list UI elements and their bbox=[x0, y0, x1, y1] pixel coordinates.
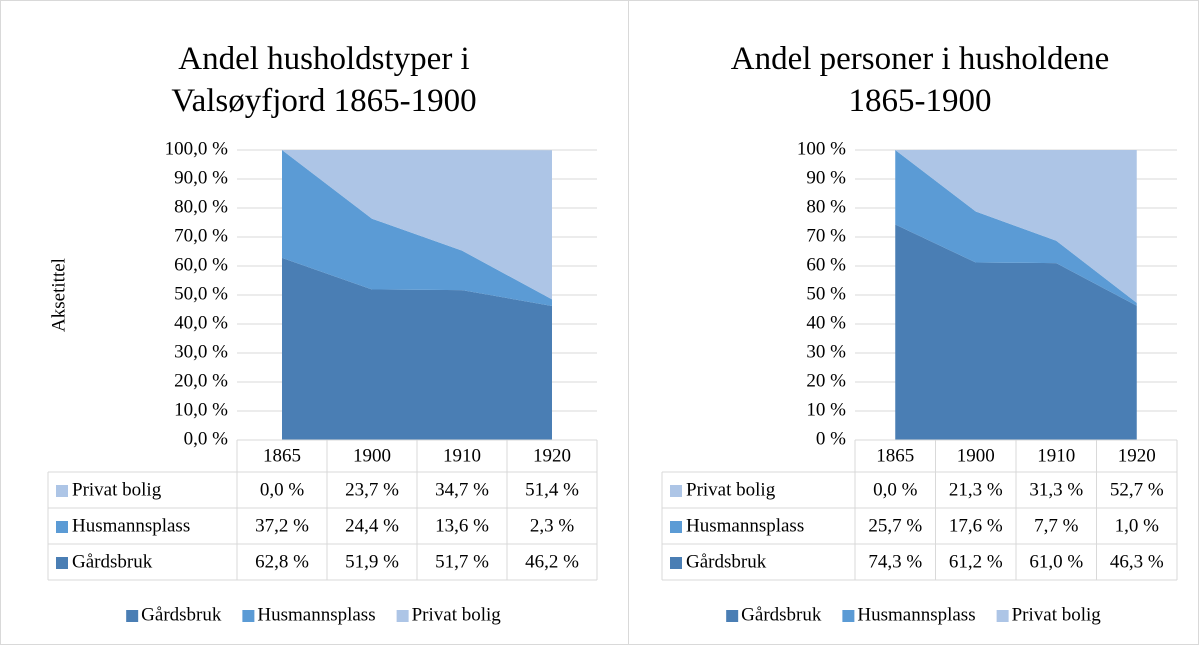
y-tick-label: 20 % bbox=[806, 370, 846, 391]
y-tick-label: 70,0 % bbox=[174, 225, 228, 246]
table-value: 61,2 % bbox=[949, 551, 1003, 572]
table-row-label: Husmannsplass bbox=[686, 515, 804, 536]
table-value: 23,7 % bbox=[345, 479, 399, 500]
x-tick-label: 1910 bbox=[443, 445, 481, 466]
legend-label: Husmannsplass bbox=[257, 604, 375, 625]
area bbox=[282, 150, 552, 300]
table-value: 21,3 % bbox=[949, 479, 1003, 500]
area bbox=[895, 149, 1137, 303]
table-value: 51,7 % bbox=[435, 551, 489, 572]
table-key bbox=[670, 557, 682, 569]
table-value: 62,8 % bbox=[255, 551, 309, 572]
legend-label: Husmannsplass bbox=[857, 604, 975, 625]
table-row-label: Husmannsplass bbox=[72, 515, 190, 536]
table-value: 7,7 % bbox=[1034, 515, 1079, 536]
legend-label: Gårdsbruk bbox=[741, 604, 822, 625]
y-tick-label: 40 % bbox=[806, 312, 846, 333]
table-value: 25,7 % bbox=[868, 515, 922, 536]
table-value: 34,7 % bbox=[435, 479, 489, 500]
legend-key bbox=[842, 610, 855, 622]
y-tick-label: 80,0 % bbox=[174, 196, 228, 217]
table-value: 52,7 % bbox=[1110, 479, 1164, 500]
area bbox=[895, 224, 1137, 440]
table-key bbox=[56, 485, 68, 497]
table-row-label: Gårdsbruk bbox=[686, 551, 767, 572]
table-value: 13,6 % bbox=[435, 515, 489, 536]
legend-key bbox=[126, 610, 139, 622]
y-tick-label: 20,0 % bbox=[174, 370, 228, 391]
table-value: 51,9 % bbox=[345, 551, 399, 572]
y-tick-label: 90,0 % bbox=[174, 167, 228, 188]
table-row-label: Privat bolig bbox=[686, 479, 776, 500]
y-tick-label: 0,0 % bbox=[184, 428, 229, 449]
chart-title: Andel husholdstyper i Valsøyfjord 1865-1… bbox=[171, 41, 477, 119]
table-value: 0,0 % bbox=[260, 479, 305, 500]
table-value: 51,4 % bbox=[525, 479, 579, 500]
legend-label: Privat bolig bbox=[1012, 604, 1102, 625]
y-axis-label: Aksetittel bbox=[48, 258, 69, 332]
table-key bbox=[670, 521, 682, 533]
legend-key bbox=[726, 610, 739, 622]
table-value: 24,4 % bbox=[345, 515, 399, 536]
y-tick-label: 60 % bbox=[806, 254, 846, 275]
area bbox=[895, 150, 1137, 306]
x-tick-label: 1865 bbox=[876, 445, 914, 466]
area bbox=[282, 150, 552, 307]
table-value: 46,2 % bbox=[525, 551, 579, 572]
table-value: 0,0 % bbox=[873, 479, 918, 500]
table-key bbox=[670, 485, 682, 497]
legend-key bbox=[396, 610, 409, 622]
x-tick-label: 1900 bbox=[353, 445, 391, 466]
table-value: 1,0 % bbox=[1115, 515, 1160, 536]
y-tick-label: 40,0 % bbox=[174, 312, 228, 333]
table-value: 46,3 % bbox=[1110, 551, 1164, 572]
x-tick-label: 1910 bbox=[1037, 445, 1075, 466]
y-tick-label: 100 % bbox=[797, 138, 846, 159]
table-key bbox=[56, 557, 68, 569]
y-tick-label: 100,0 % bbox=[165, 138, 229, 159]
legend-key bbox=[996, 610, 1009, 622]
table-value: 37,2 % bbox=[255, 515, 309, 536]
y-tick-label: 90 % bbox=[806, 167, 846, 188]
x-tick-label: 1920 bbox=[1118, 445, 1156, 466]
y-tick-label: 30,0 % bbox=[174, 341, 228, 362]
legend-label: Gårdsbruk bbox=[141, 604, 222, 625]
table-value: 17,6 % bbox=[949, 515, 1003, 536]
x-tick-label: 1900 bbox=[957, 445, 995, 466]
table-value: 31,3 % bbox=[1029, 479, 1083, 500]
table-value: 2,3 % bbox=[530, 515, 575, 536]
table-value: 74,3 % bbox=[868, 551, 922, 572]
table-row-label: Privat bolig bbox=[72, 479, 162, 500]
y-tick-label: 10,0 % bbox=[174, 399, 228, 420]
y-tick-label: 30 % bbox=[806, 341, 846, 362]
legend-label: Privat bolig bbox=[412, 604, 502, 625]
legend-key bbox=[242, 610, 255, 622]
y-tick-label: 10 % bbox=[806, 399, 846, 420]
y-tick-label: 80 % bbox=[806, 196, 846, 217]
y-tick-label: 0 % bbox=[816, 428, 846, 449]
x-tick-label: 1920 bbox=[533, 445, 571, 466]
table-key bbox=[56, 521, 68, 533]
table-row-label: Gårdsbruk bbox=[72, 551, 153, 572]
area bbox=[282, 257, 552, 440]
table-value: 61,0 % bbox=[1029, 551, 1083, 572]
y-tick-label: 50,0 % bbox=[174, 283, 228, 304]
chart-title: Andel personer i husholdene 1865-1900 bbox=[730, 41, 1110, 119]
y-tick-label: 50 % bbox=[806, 283, 846, 304]
x-tick-label: 1865 bbox=[263, 445, 301, 466]
y-tick-label: 60,0 % bbox=[174, 254, 228, 275]
y-tick-label: 70 % bbox=[806, 225, 846, 246]
